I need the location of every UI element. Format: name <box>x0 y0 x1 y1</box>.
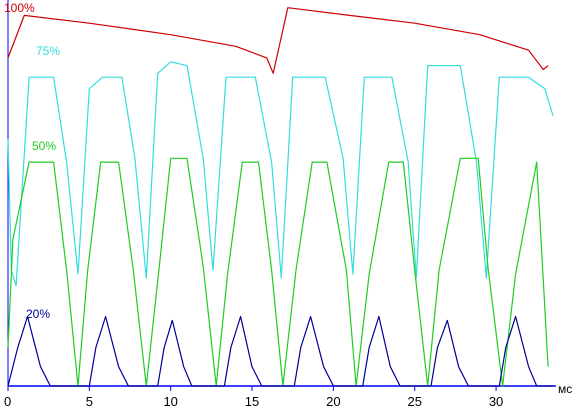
series-line-75pct <box>7 61 554 287</box>
x-tick-label: 15 <box>245 394 259 409</box>
x-ticks-layer: 0 5 10 15 20 25 30 <box>4 386 503 409</box>
x-tick-label: 10 <box>163 394 177 409</box>
series-line-50pct <box>7 157 549 387</box>
series-line-100pct <box>7 7 549 74</box>
x-tick-label: 0 <box>4 394 11 409</box>
series-labels-layer: 100% 75% 50% 20% <box>4 1 60 321</box>
x-tick-label: 5 <box>86 394 93 409</box>
series-label-20pct: 20% <box>26 307 50 321</box>
x-tick-label: 25 <box>407 394 421 409</box>
series-label-75pct: 75% <box>36 44 60 58</box>
x-tick-label: 30 <box>489 394 503 409</box>
x-tick-label: 20 <box>326 394 340 409</box>
series-line-20pct <box>7 315 553 387</box>
series-label-50pct: 50% <box>32 139 56 153</box>
series-layer <box>7 7 554 387</box>
series-label-100pct: 100% <box>4 1 35 15</box>
x-unit-label: мс <box>558 382 572 396</box>
